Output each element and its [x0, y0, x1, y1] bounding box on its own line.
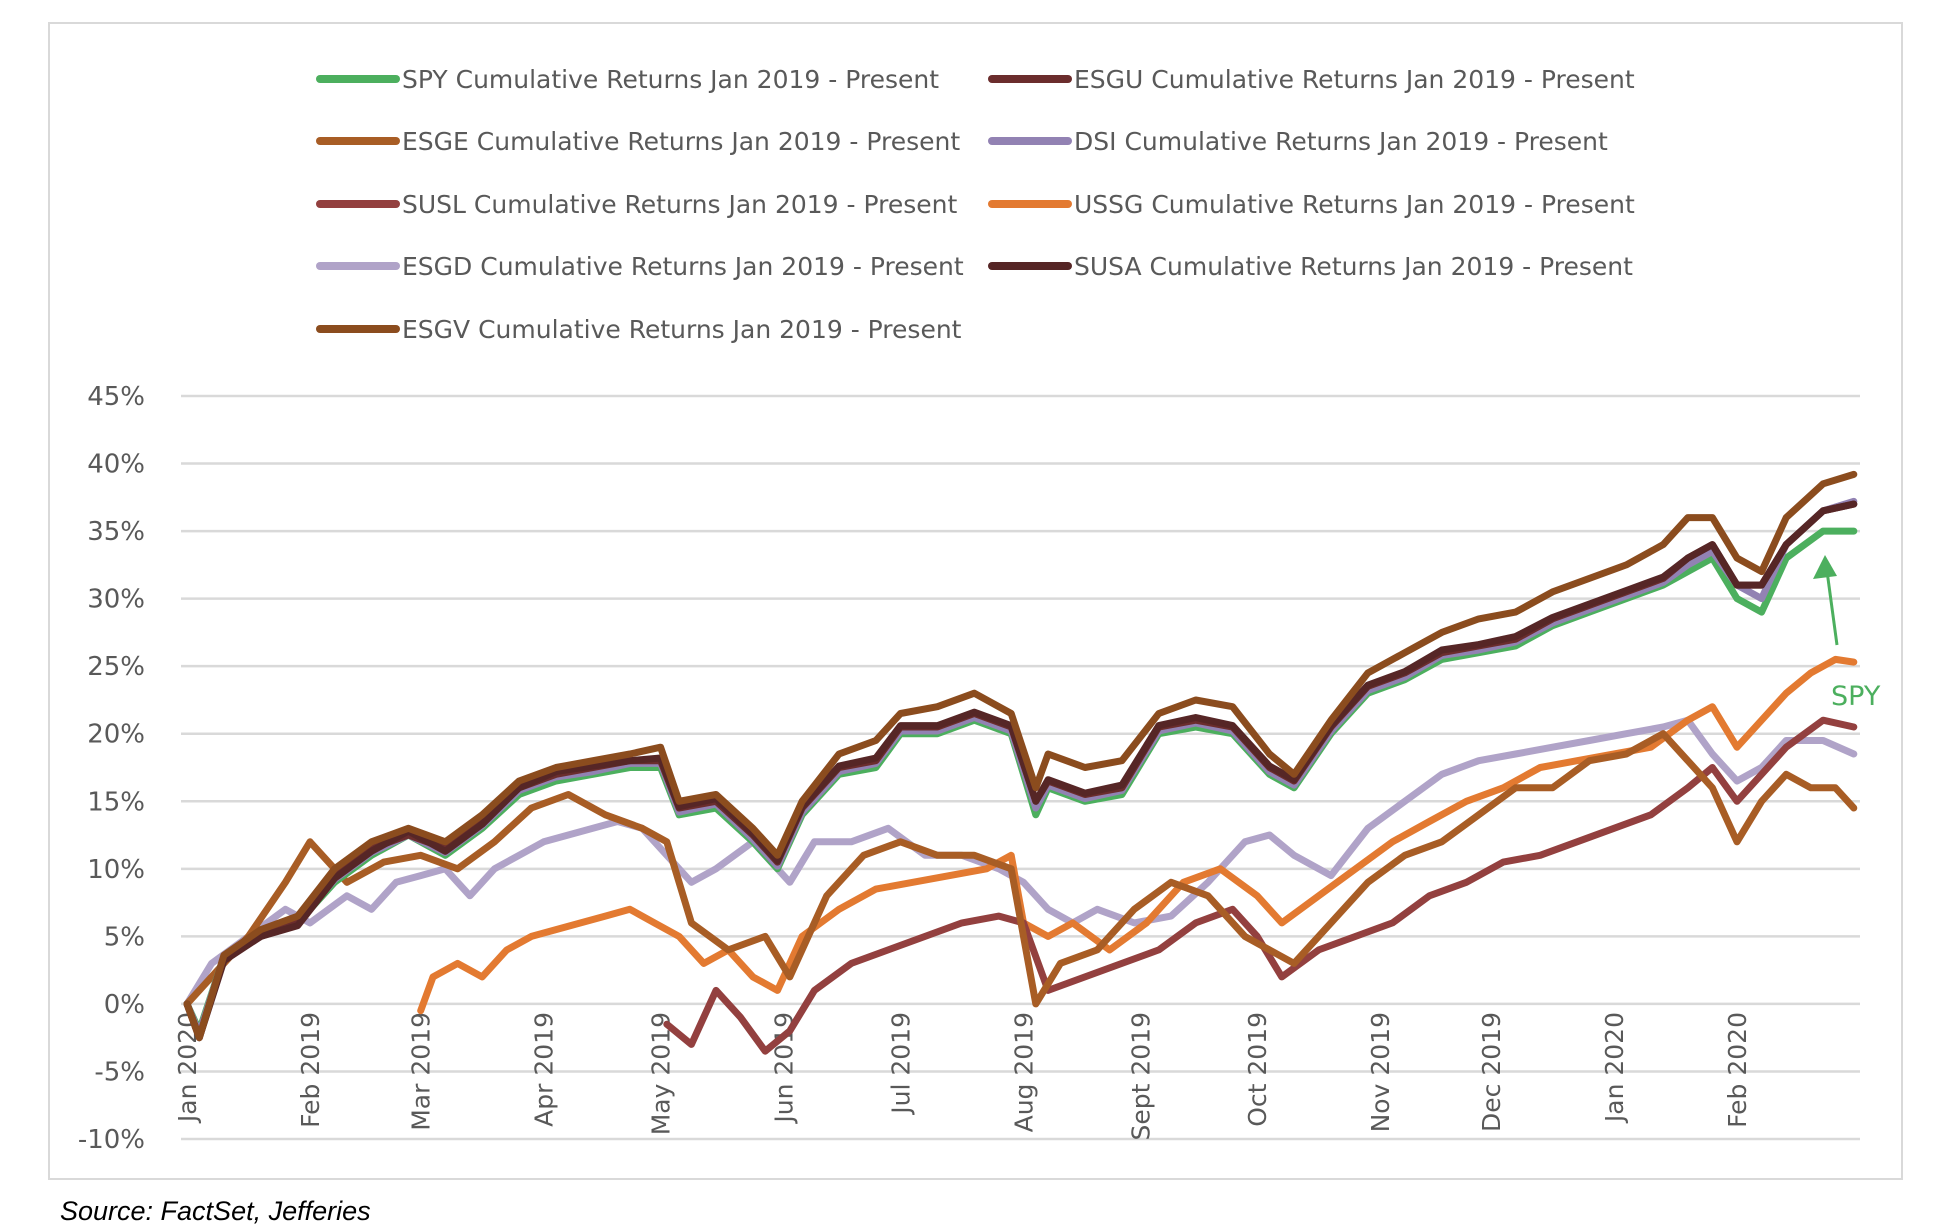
arrow-head-icon [1813, 555, 1837, 579]
y-tick-label: 25% [87, 652, 145, 682]
x-tick-label: Nov 2019 [1366, 1012, 1395, 1132]
x-tick-label: Feb 2020 [1723, 1012, 1752, 1128]
y-tick-label: 15% [87, 787, 145, 817]
y-tick-label: 45% [87, 382, 145, 412]
y-tick-label: 30% [87, 585, 145, 615]
legend-item-susl: SUSL Cumulative Returns Jan 2019 - Prese… [316, 190, 957, 219]
series-line-esge [183, 730, 1858, 1008]
y-tick-label: 5% [104, 922, 145, 952]
x-tick-label: Feb 2019 [296, 1012, 325, 1128]
legend-item-esge: ESGE Cumulative Returns Jan 2019 - Prese… [316, 127, 960, 156]
series-line-ussg [417, 655, 1858, 1015]
legend-item-ussg: USSG Cumulative Returns Jan 2019 - Prese… [988, 190, 1635, 219]
annotation-spy: SPY [1813, 555, 1881, 712]
legend-label: SPY Cumulative Returns Jan 2019 - Presen… [402, 65, 939, 94]
series-lines [183, 470, 1858, 1055]
x-axis-ticks: Jan 2020 Feb 2019 Mar 2019 Apr 2019 May 2019… [173, 1012, 1752, 1141]
legend-label: USSG Cumulative Returns Jan 2019 - Prese… [1074, 190, 1635, 219]
legend-label: ESGD Cumulative Returns Jan 2019 - Prese… [402, 252, 964, 281]
y-tick-label: 20% [87, 720, 145, 750]
x-tick-label: Apr 2019 [530, 1012, 559, 1127]
y-tick-label: -10% [78, 1125, 145, 1155]
y-tick-label: 35% [87, 517, 145, 547]
legend-label: ESGU Cumulative Returns Jan 2019 - Prese… [1074, 65, 1635, 94]
x-tick-label: Aug 2019 [1010, 1012, 1039, 1132]
y-tick-label: 0% [104, 990, 145, 1020]
y-axis-ticks: 45% 40% 35% 30% 25% 20% 15% 10% 5% 0% -5% -10% [78, 382, 145, 1155]
series-line-susl [663, 716, 1858, 1055]
legend-label: SUSL Cumulative Returns Jan 2019 - Prese… [402, 190, 957, 219]
legend-label: ESGV Cumulative Returns Jan 2019 - Prese… [402, 315, 962, 344]
legend-item-esgu: ESGU Cumulative Returns Jan 2019 - Prese… [988, 65, 1635, 94]
x-tick-label: May 2019 [647, 1012, 676, 1135]
x-tick-label: Jan 2020 [1600, 1012, 1629, 1124]
y-tick-label: 10% [87, 855, 145, 885]
legend-item-esgd: ESGD Cumulative Returns Jan 2019 - Prese… [316, 252, 964, 281]
y-tick-label: -5% [94, 1057, 145, 1087]
annotation-label: SPY [1831, 681, 1881, 712]
legend-label: DSI Cumulative Returns Jan 2019 - Presen… [1074, 127, 1608, 156]
x-tick-label: Dec 2019 [1477, 1012, 1506, 1132]
legend-item-dsi: DSI Cumulative Returns Jan 2019 - Presen… [988, 127, 1608, 156]
legend-item-susa: SUSA Cumulative Returns Jan 2019 - Prese… [988, 252, 1633, 281]
legend-label: ESGE Cumulative Returns Jan 2019 - Prese… [402, 127, 960, 156]
series-line-dsi [183, 497, 1858, 1038]
legend-item-esgv: ESGV Cumulative Returns Jan 2019 - Prese… [316, 315, 962, 344]
annotation-arrow-line [1825, 570, 1839, 646]
x-tick-label: Jul 2019 [886, 1012, 915, 1116]
x-tick-label: Mar 2019 [407, 1012, 436, 1131]
legend-label: SUSA Cumulative Returns Jan 2019 - Prese… [1074, 252, 1633, 281]
x-tick-label: Oct 2019 [1243, 1012, 1272, 1127]
series-line-susa [183, 500, 1858, 1042]
series-line-esgd [183, 716, 1858, 1008]
x-tick-label: Sept 2019 [1126, 1012, 1155, 1141]
y-tick-label: 40% [87, 450, 145, 480]
series-line-esgv [183, 470, 1858, 1042]
source-note: Source: FactSet, Jefferies [60, 1196, 371, 1226]
legend-item-spy: SPY Cumulative Returns Jan 2019 - Presen… [316, 65, 939, 94]
annotations: SPY [1813, 555, 1881, 712]
chart-legend: SPY Cumulative Returns Jan 2019 - Presen… [316, 65, 1635, 344]
